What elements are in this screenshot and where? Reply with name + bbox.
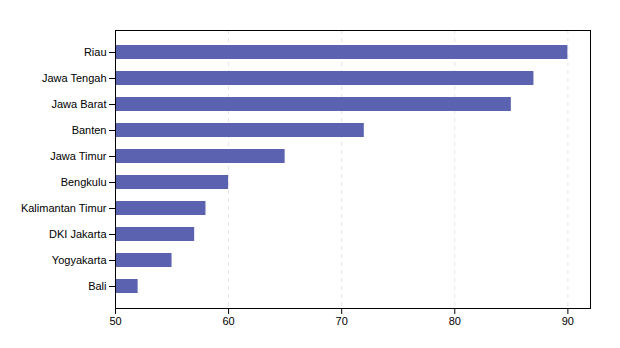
svg-text:60: 60 (222, 315, 234, 327)
svg-text:Bengkulu: Bengkulu (61, 176, 107, 188)
svg-text:50: 50 (109, 315, 121, 327)
svg-text:Jawa Tengah: Jawa Tengah (42, 72, 107, 84)
svg-text:Kalimantan Timur: Kalimantan Timur (21, 202, 107, 214)
svg-text:Jawa Timur: Jawa Timur (50, 150, 107, 162)
svg-text:80: 80 (449, 315, 461, 327)
svg-text:Bali: Bali (88, 280, 106, 292)
svg-text:90: 90 (562, 315, 574, 327)
svg-text:Riau: Riau (84, 46, 107, 58)
svg-text:DKI Jakarta: DKI Jakarta (49, 228, 107, 240)
svg-text:Jawa Barat: Jawa Barat (51, 98, 106, 110)
svg-text:Yogyakarta: Yogyakarta (52, 254, 108, 266)
svg-text:Banten: Banten (72, 124, 107, 136)
svg-text:70: 70 (336, 315, 348, 327)
